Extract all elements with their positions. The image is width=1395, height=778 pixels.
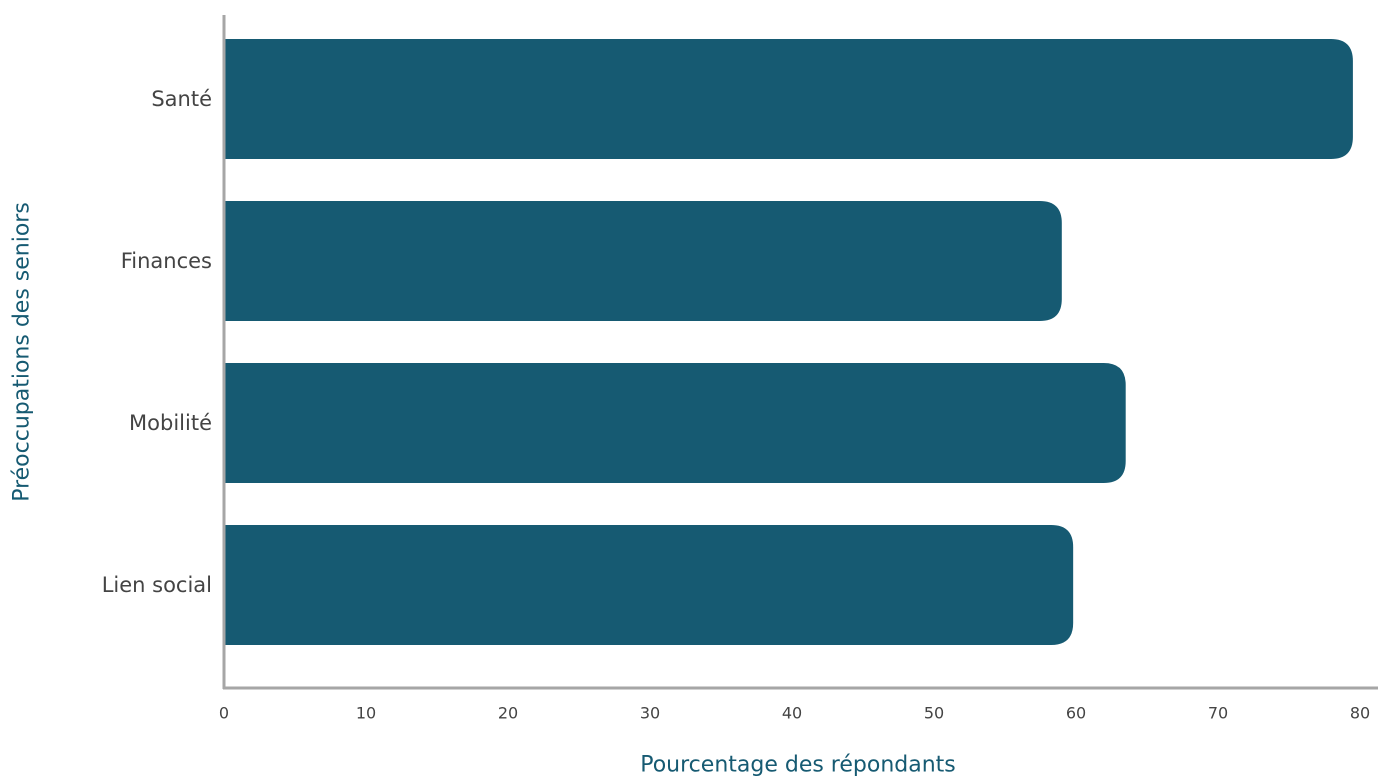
x-tick-label-30: 30 [640,704,660,723]
x-tick-labels: 0 10 20 30 40 50 60 70 80 [219,704,1370,723]
category-label-finances: Finances [121,249,212,273]
bar-finances [224,201,1062,321]
bar-lien-social [224,525,1074,645]
x-tick-label-70: 70 [1208,704,1228,723]
y-category-labels: Santé Finances Mobilité Lien social [102,87,212,597]
category-label-mobilite: Mobilité [129,411,212,435]
x-tick-label-20: 20 [498,704,518,723]
x-tick-label-80: 80 [1350,704,1370,723]
bar-sante [224,39,1353,159]
x-axis-title: Pourcentage des répondants [640,753,956,778]
y-axis-title: Préoccupations des seniors [10,202,35,502]
x-tick-label-10: 10 [356,704,376,723]
bars-layer [224,39,1353,645]
x-tick-label-60: 60 [1066,704,1086,723]
x-tick-label-40: 40 [782,704,802,723]
category-label-sante: Santé [151,87,212,111]
category-label-lien-social: Lien social [102,573,212,597]
bar-mobilite [224,363,1126,483]
x-tick-label-50: 50 [924,704,944,723]
x-tick-label-0: 0 [219,704,229,723]
